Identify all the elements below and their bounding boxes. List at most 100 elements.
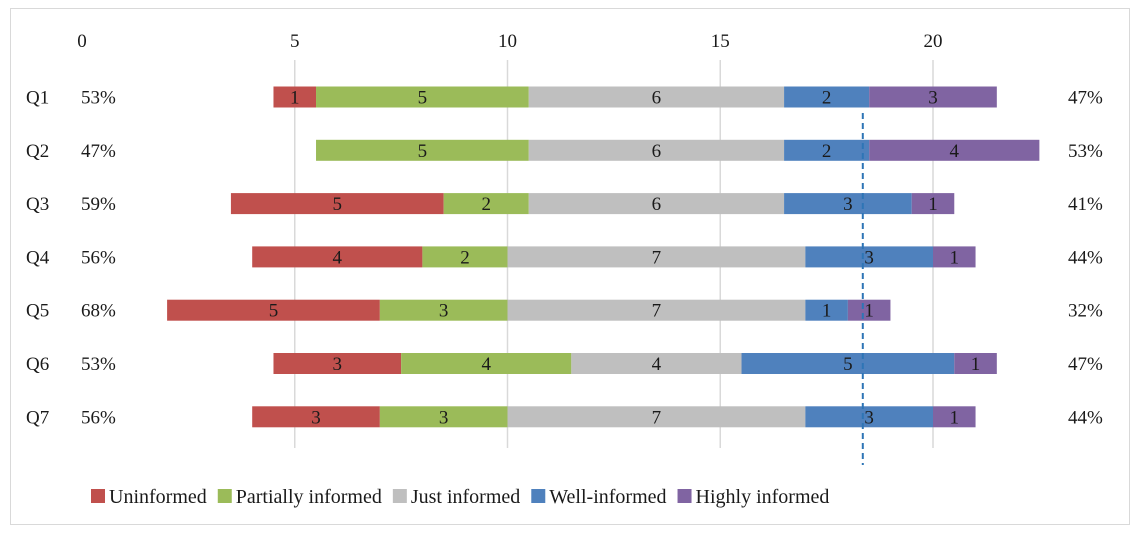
bar-segment [273,353,402,374]
category-label: Q3 [26,194,49,215]
bar-value-label: 7 [652,407,662,428]
bar-value-label: 4 [333,247,343,268]
bar-segment [805,299,848,321]
bar-segment [316,139,529,161]
bar-value-label: 2 [481,194,491,215]
bar-value-label: 3 [864,407,874,428]
bar-value-label: 1 [950,407,960,428]
bar-segment [507,246,806,268]
x-tick-label: 0 [77,31,87,52]
x-tick-label: 20 [924,31,943,52]
bar-value-label: 1 [928,194,938,215]
bar-segment [805,246,933,268]
x-tick-label: 15 [711,31,730,52]
right-percent-label: 44% [1068,407,1103,428]
legend-swatch [217,489,232,503]
legend-swatch [677,489,692,503]
right-percent-label: 41% [1068,194,1103,215]
bar-value-label: 2 [460,247,470,268]
category-label: Q7 [26,407,49,428]
right-percent-label: 32% [1068,301,1103,322]
bar-segment [401,353,572,374]
bar-segment [933,246,976,268]
bar-segment [507,299,806,321]
bar-value-label: 1 [864,301,874,322]
left-percent-label: 56% [81,247,116,268]
right-percent-label: 44% [1068,247,1103,268]
category-label: Q6 [26,354,49,375]
right-percent-label: 47% [1068,354,1103,375]
bar-segment [869,139,1040,161]
bar-segment [252,246,423,268]
bar-value-label: 5 [269,301,279,322]
legend-label: Highly informed [696,486,830,508]
bar-segment [847,299,891,321]
bar-segment [784,193,912,215]
bar-value-label: 1 [971,354,981,375]
bar-value-label: 3 [864,247,874,268]
bar-segment [741,353,955,374]
legend-swatch [531,489,546,503]
category-label: Q4 [26,247,50,268]
x-axis-ticks: 0 5 10 15 20 [77,31,942,52]
x-tick-label: 5 [290,31,300,52]
bar-segment [933,406,976,428]
bar-segment [507,406,806,428]
x-tick-label: 10 [498,31,517,52]
bar-segment [167,299,380,321]
right-percent-label: 47% [1068,88,1103,109]
bar-segment [528,86,785,108]
legend-swatch [392,489,407,503]
legend-label: Just informed [411,486,520,508]
left-percent-label: 59% [81,194,116,215]
legend-label: Uninformed [109,486,207,508]
bar-segment [911,193,955,215]
bar-value-label: 5 [418,88,428,109]
bar-segment [422,246,508,268]
bar-segment [571,353,742,374]
bar-value-label: 5 [418,141,428,162]
bar-segment [379,406,508,428]
bar-segment [528,139,785,161]
row-labels: Q1 53% 47% Q2 47% 53% Q3 59% 41% Q4 56% 44% Q5 68% 32%… [26,88,1103,429]
bar-value-label: 1 [822,301,832,322]
category-label: Q2 [26,141,49,162]
bar-segment [954,353,997,374]
bar-segment [443,193,529,215]
bar-value-label: 7 [652,247,662,268]
bar-value-label: 6 [652,88,662,109]
left-percent-label: 47% [81,141,116,162]
bar-segment [869,86,997,108]
bar-value-label: 3 [843,194,853,215]
bars: 1 5 6 2 35 6 2 45 2 6 3 14 2 7 3 15 3 7 1 13 4 4 5 13 3 7 3 1 [167,86,1040,428]
bar-value-label: 4 [950,141,960,162]
bar-segment [528,193,785,215]
left-percent-label: 56% [81,407,116,428]
bar-segment [252,406,380,428]
bar-value-label: 1 [290,88,300,109]
bar-segment [784,86,870,108]
bar-value-label: 3 [439,407,449,428]
bar-value-label: 2 [822,141,832,162]
legend-label: Partially informed [236,486,382,508]
bar-segment [316,86,529,108]
bar-segment [273,86,317,108]
bar-value-label: 1 [950,247,960,268]
legend: Uninformed Partially informed Just informe… [91,486,829,508]
bar-segment [379,299,508,321]
legend-swatch [91,489,105,503]
bar-value-label: 5 [333,194,343,215]
bar-value-label: 4 [652,354,662,375]
left-percent-label: 53% [81,354,116,375]
bar-value-label: 3 [333,354,343,375]
bar-value-label: 3 [311,407,321,428]
bar-value-label: 5 [843,354,853,375]
bar-value-label: 6 [652,194,662,215]
bar-segment [784,139,870,161]
bar-value-label: 6 [652,141,662,162]
legend-label: Well-informed [549,486,666,508]
bar-segment [805,406,933,428]
left-percent-label: 68% [81,301,116,322]
